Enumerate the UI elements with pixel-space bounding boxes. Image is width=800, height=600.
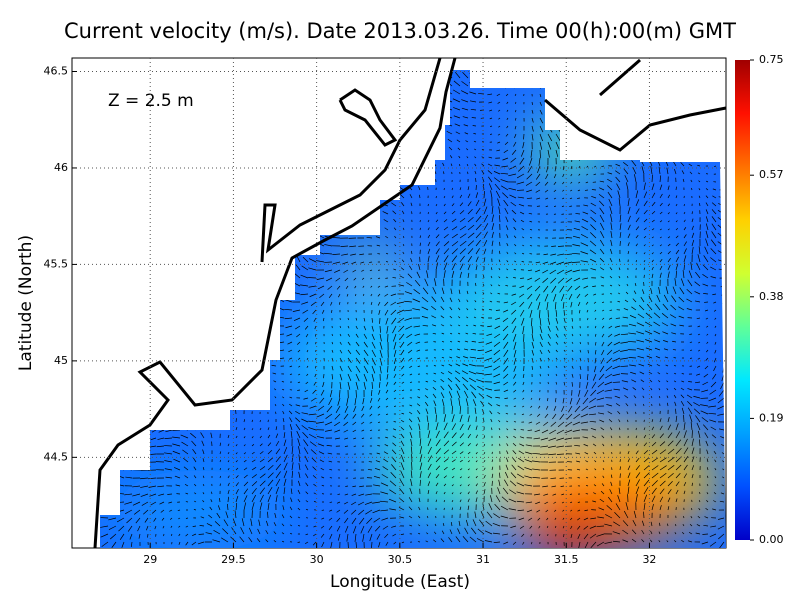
x-axis-label: Longitude (East): [330, 572, 470, 592]
y-tick-label: 44.5: [44, 450, 69, 463]
x-tick-label: 30: [310, 553, 324, 566]
x-tick-label: 31: [476, 553, 490, 566]
y-tick-label: 46: [54, 161, 68, 174]
x-tick-label: 31.5: [554, 553, 579, 566]
x-tick-label: 29: [143, 553, 157, 566]
x-tick-label: 30.5: [388, 553, 413, 566]
y-tick-label: 45: [54, 354, 68, 367]
colorbar-tick-label: 0.57: [759, 168, 784, 181]
depth-annotation: Z = 2.5 m: [108, 91, 194, 111]
coastline: [93, 57, 727, 549]
y-tick-label: 46.5: [44, 65, 69, 78]
colorbar: [735, 60, 750, 540]
colorbar-tick-label: 0.19: [759, 411, 784, 424]
x-tick-label: 32: [642, 553, 656, 566]
colorbar-tick-label: 0.75: [759, 53, 784, 66]
y-axis-label: Latitude (North): [16, 235, 36, 371]
x-tick-label: 29.5: [221, 553, 246, 566]
colorbar-tick-label: 0.00: [759, 533, 784, 546]
colorbar-tick-label: 0.38: [759, 290, 784, 303]
y-tick-label: 45.5: [44, 257, 69, 270]
chart-title: Current velocity (m/s). Date 2013.03.26.…: [64, 19, 736, 43]
